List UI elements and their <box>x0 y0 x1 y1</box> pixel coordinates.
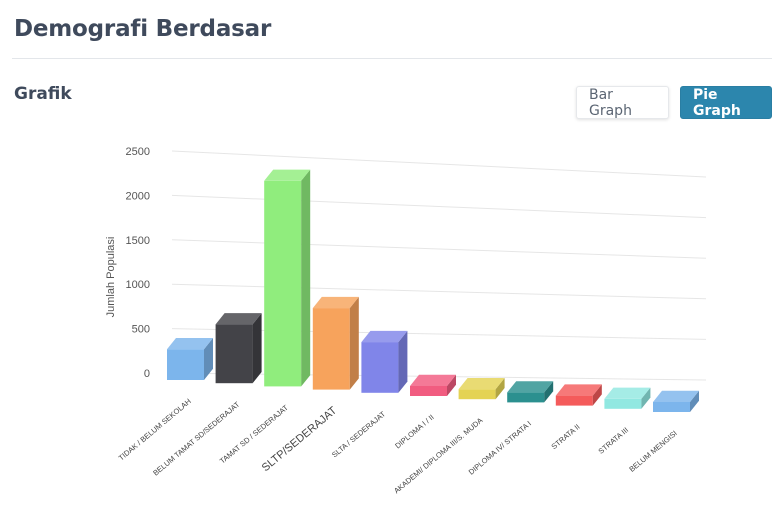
bar <box>312 308 350 390</box>
bar <box>555 395 593 406</box>
x-tick-label: STRATA III <box>597 425 631 455</box>
bar-top <box>215 313 262 325</box>
bar-side <box>592 384 602 406</box>
bar <box>264 180 302 387</box>
bar-graph-button[interactable]: Bar Graph <box>576 86 669 119</box>
bar-top <box>264 169 311 181</box>
page-title: Demografi Berdasar <box>14 16 272 42</box>
grid-line <box>171 150 707 178</box>
y-axis-title: Jumlah Populasi <box>105 237 117 318</box>
grid-line <box>171 283 707 300</box>
bar <box>458 389 496 400</box>
bar-top <box>555 384 602 396</box>
x-tick-label: STRATA II <box>550 422 582 451</box>
pie-graph-button[interactable]: Pie Graph <box>680 86 772 119</box>
y-tick-label: 2000 <box>126 190 150 202</box>
bar <box>167 349 204 380</box>
x-tick-label: AKADEMI/ DIPLOMA III/S. MUDA <box>392 416 484 495</box>
bar-side <box>641 387 651 409</box>
bar-side <box>495 378 505 400</box>
x-tick-label: DIPLOMA I / II <box>393 413 436 451</box>
y-tick-label: 2500 <box>126 146 150 158</box>
bar-side <box>349 296 359 390</box>
grid-line <box>171 239 707 259</box>
bar-side <box>544 381 554 403</box>
bar-side <box>301 169 311 387</box>
bar-top <box>458 378 505 390</box>
bar-top <box>604 387 651 399</box>
x-tick-label: BELUM TAMAT SD/SEDERAJAT <box>151 400 241 478</box>
bar-side <box>398 330 408 393</box>
y-tick-label: 500 <box>132 324 150 336</box>
bar <box>215 324 253 384</box>
bar-top <box>361 330 408 343</box>
bar-side <box>690 390 699 412</box>
bar <box>410 386 447 396</box>
bar-top <box>312 296 359 309</box>
bar-top <box>507 381 554 393</box>
grid-line <box>171 194 707 219</box>
bar-side <box>204 338 213 380</box>
y-tick-label: 1500 <box>126 235 150 247</box>
bar <box>604 398 642 409</box>
bar <box>507 392 545 403</box>
bar-side <box>252 313 262 384</box>
header-divider <box>12 58 772 59</box>
bar-top <box>653 390 699 402</box>
bar <box>361 342 399 393</box>
bar-side <box>447 374 456 396</box>
bar-top <box>167 338 213 350</box>
x-tick-label: BELUM MENGISI <box>627 429 678 474</box>
y-tick-label: 0 <box>144 368 150 380</box>
bar-top <box>410 374 456 386</box>
x-tick-label: SLTA / SEDERAJAT <box>330 409 388 459</box>
section-title: Grafik <box>14 84 72 104</box>
bar <box>653 402 690 412</box>
y-tick-label: 1000 <box>126 279 150 291</box>
